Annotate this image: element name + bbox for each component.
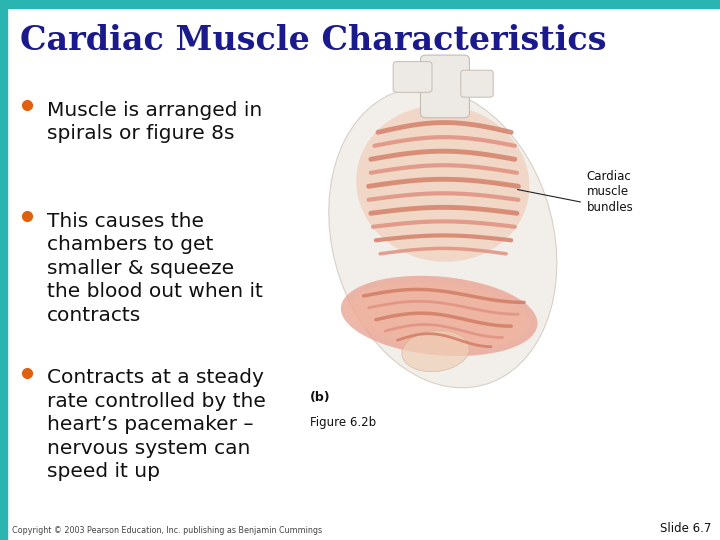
Ellipse shape [341, 276, 538, 356]
Bar [0, 0, 720, 8]
Text: Slide 6.7: Slide 6.7 [660, 522, 711, 535]
Ellipse shape [329, 87, 557, 388]
Text: Figure 6.2b: Figure 6.2b [310, 416, 376, 429]
Ellipse shape [402, 330, 469, 372]
Text: (b): (b) [310, 392, 330, 404]
Ellipse shape [356, 105, 529, 262]
FancyBboxPatch shape [393, 62, 432, 92]
Text: Contracts at a steady
rate controlled by the
heart’s pacemaker –
nervous system : Contracts at a steady rate controlled by… [47, 368, 266, 481]
FancyBboxPatch shape [461, 70, 493, 97]
Text: This causes the
chambers to get
smaller & squeeze
the blood out when it
contract: This causes the chambers to get smaller … [47, 212, 263, 325]
Ellipse shape [348, 282, 531, 349]
Bar [0, 0, 7, 540]
Text: Cardiac
muscle
bundles: Cardiac muscle bundles [587, 170, 634, 214]
Text: Cardiac Muscle Characteristics: Cardiac Muscle Characteristics [20, 24, 607, 57]
Text: Copyright © 2003 Pearson Education, Inc. publishing as Benjamin Cummings: Copyright © 2003 Pearson Education, Inc.… [12, 525, 322, 535]
Ellipse shape [367, 122, 511, 256]
FancyBboxPatch shape [420, 55, 469, 118]
Text: Muscle is arranged in
spirals or figure 8s: Muscle is arranged in spirals or figure … [47, 101, 262, 144]
